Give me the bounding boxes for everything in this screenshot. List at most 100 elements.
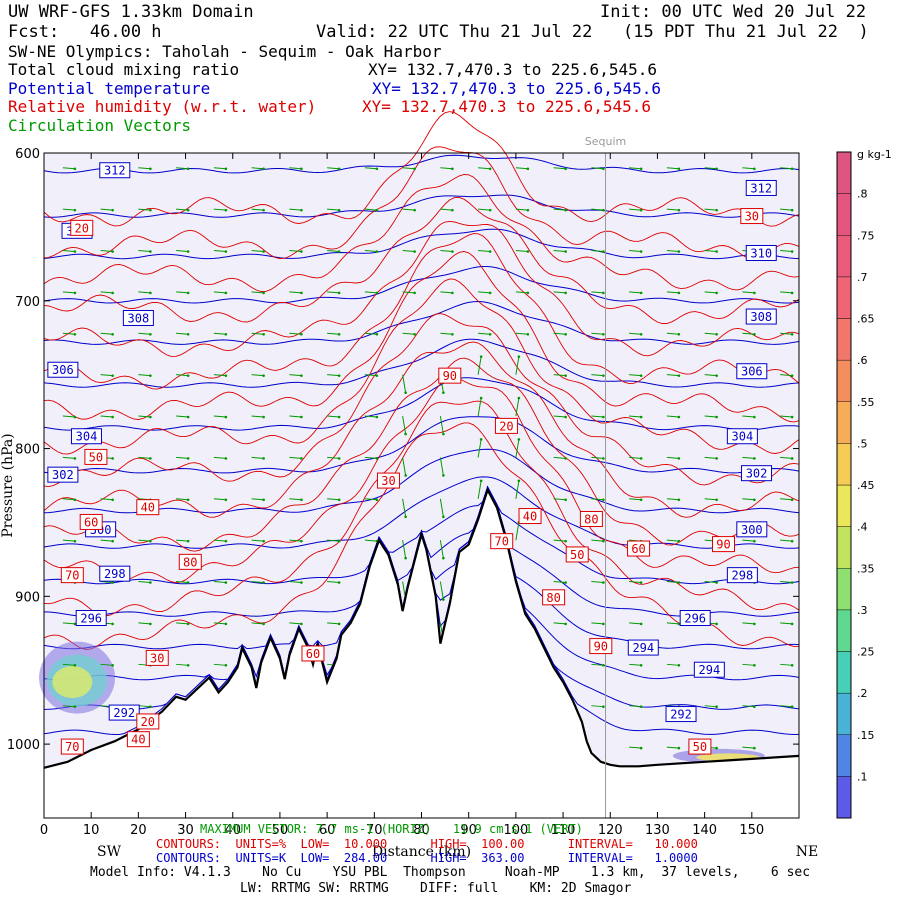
vector-head [73,457,77,460]
vector-head [224,374,228,377]
circulation-vector [364,291,377,294]
vector-head [404,515,407,519]
circulation-vector [213,250,226,253]
circulation-vector [327,374,340,377]
vector-head [149,332,152,336]
vector-head [149,581,152,584]
vector-head [375,415,379,419]
vector-head [224,539,228,543]
circulation-vector [176,456,189,459]
vector-head [602,457,605,460]
circulation-vector [477,356,482,375]
colorbar-segment [836,484,852,527]
circulation-vector [553,250,566,253]
rh-label-box [145,649,169,666]
vector-head [564,167,567,171]
x-tick-label: 90 [460,823,477,838]
circulation-vector [440,332,453,335]
circulation-vector [62,663,75,666]
circulation-vector [477,480,482,499]
circulation-vector [213,581,226,584]
y-axis-label: Pressure (hPa) [0,433,16,537]
vector-head [479,396,483,400]
forecast-hour: Fcst: 46.00 h [8,22,162,42]
theta-label: 298 [104,567,126,581]
vector-head [300,581,303,584]
vector-head [375,167,379,171]
vector-head [300,208,303,212]
circulation-vector [439,540,444,559]
rh-label: 60 [84,515,98,529]
theta-label-box [745,308,777,325]
circulation-vector [515,522,520,541]
circulation-vector [289,250,302,253]
vector-head [111,498,114,502]
vector-head [337,498,341,502]
rh-label: 60 [631,542,645,556]
theta-contour [43,476,800,549]
colorbar-tick-label: .65 [857,313,875,326]
circulation-vector [742,622,755,625]
circulation-vector [591,415,604,418]
vector-head [602,581,605,584]
colorbar-segment [836,568,852,611]
circulation-vector [553,167,566,170]
x-tick-label: 30 [177,823,194,838]
rh-contour [43,341,800,518]
vector-head [73,291,77,295]
vector-head [73,332,77,336]
circulation-vector [478,250,491,253]
vector-head [224,167,228,171]
vector-head [224,498,228,502]
vector-head [442,432,445,436]
y-tick-label: 1000 [7,738,40,753]
circulation-vector [780,208,793,211]
circulation-vector [704,208,717,211]
vector-head [677,746,681,750]
circulation-vector [138,167,151,170]
vector-head [149,539,152,543]
vector-head [639,374,643,377]
vector-head [413,250,416,253]
field-xy-rh: XY= 132.7,470.3 to 225.6,545.6 [362,97,651,116]
vector-head [73,167,77,171]
vector-head [602,415,605,419]
vector-head [300,498,303,502]
rh-label: 40 [523,510,537,524]
vector-head [111,332,114,336]
circulation-vector [402,250,415,253]
circulation-vector [629,581,642,584]
theta-label-box [726,567,758,584]
vector-head [337,167,341,171]
vector-head [790,622,794,626]
vector-head [677,498,681,502]
vector-head [111,250,114,253]
circulation-vector [477,439,482,458]
circulation-vector [478,291,491,294]
rh-label-box [126,731,150,748]
vector-head [442,556,445,560]
colorbar-tick-label: .25 [857,646,875,659]
vector-head [413,167,416,171]
rh-label: 90 [443,369,457,383]
vector-head [186,291,190,295]
theta-label-box [108,704,140,721]
vector-head [337,622,341,626]
x-tick-label: 130 [645,823,670,838]
vector-head [442,474,445,477]
colorbar-segment [836,692,852,735]
theta-label: 302 [52,468,74,482]
vector-head [300,415,303,419]
vector-head [451,291,454,295]
vector-head [149,622,152,626]
vector-head [715,581,718,584]
vector-head [639,622,643,626]
vector-head [111,664,114,667]
theta-label: 308 [128,312,150,326]
vector-head [639,457,643,460]
circulation-vector [364,208,377,211]
vector-head [790,539,794,543]
circulation-vector [704,167,717,170]
theta-label-box [745,179,777,196]
circulation-vector [742,663,755,666]
